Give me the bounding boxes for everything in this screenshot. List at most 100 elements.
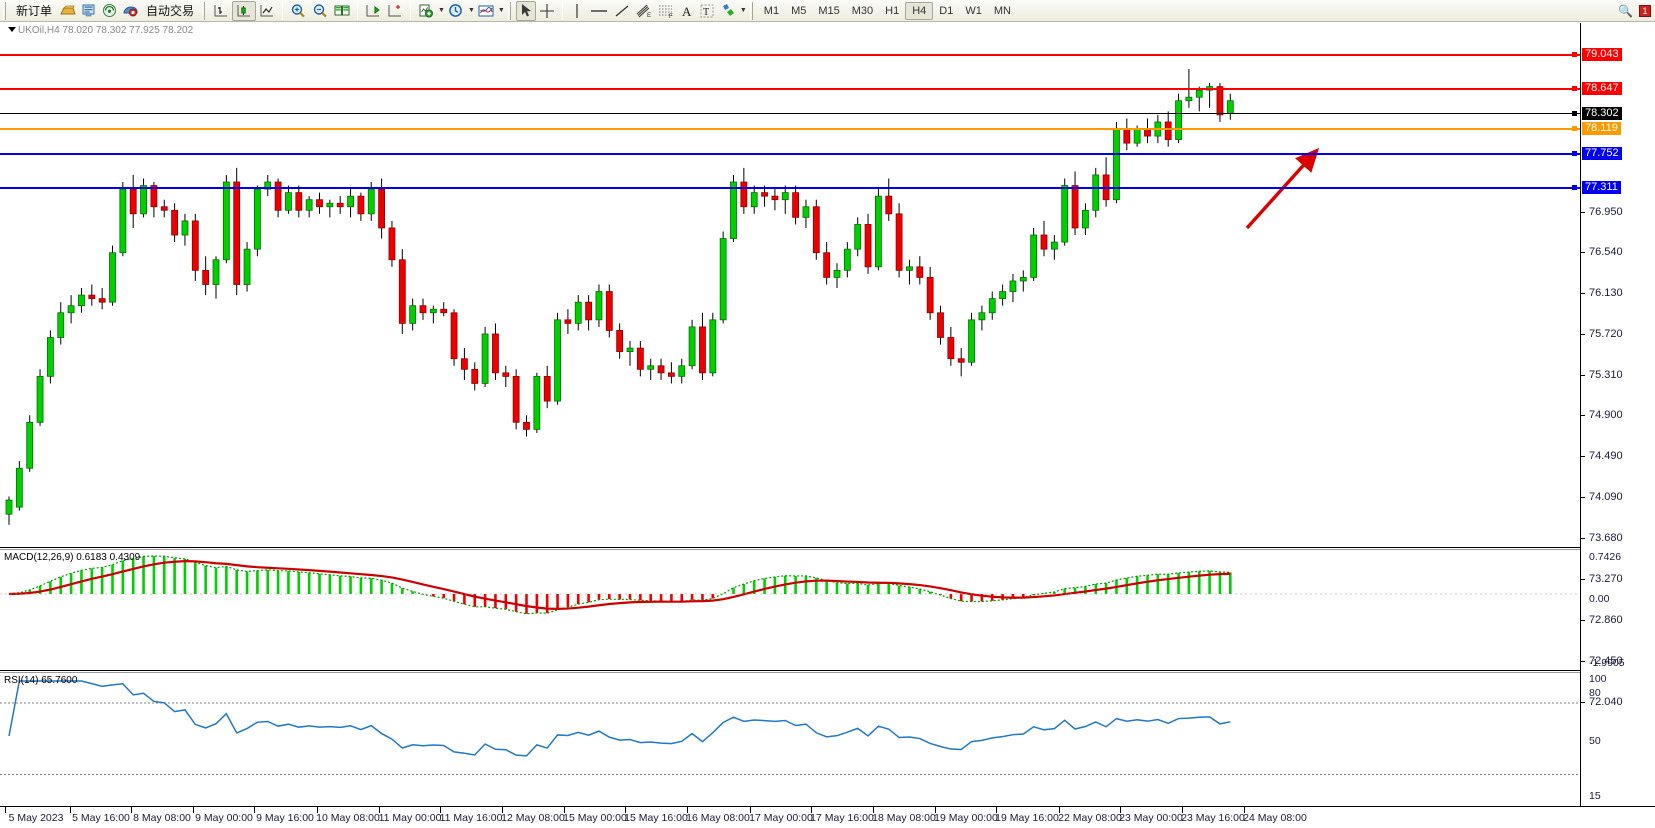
templates-icon[interactable]	[475, 1, 497, 21]
time-separator	[440, 807, 441, 813]
price-tick: 74.900	[1581, 409, 1655, 421]
price-level-line-78.647[interactable]	[0, 88, 1580, 90]
auto-trading-icon[interactable]	[120, 1, 141, 21]
tile-windows-icon[interactable]	[331, 1, 353, 21]
price-scale[interactable]: 76.950 76.540 76.130 75.720 75.310 74.900 74.4…	[1580, 23, 1655, 806]
price-tick: 75.310	[1581, 369, 1655, 381]
macd-scale-tick: 0.7426	[1589, 551, 1622, 563]
time-label: 11 May 16:00	[439, 812, 503, 824]
equidistant-channel-icon[interactable]: E	[633, 1, 655, 21]
text-label-icon[interactable]: T	[697, 1, 717, 21]
price-level-tag-77.311[interactable]: 77.311	[1582, 181, 1621, 194]
notification-badge[interactable]: 1	[1639, 4, 1651, 17]
terminal-icon[interactable]	[78, 1, 99, 21]
timeframe-m30[interactable]: M30	[851, 4, 874, 17]
timeframe-h1[interactable]: H1	[885, 4, 900, 17]
templates-dropdown-icon[interactable]: ▼	[497, 7, 505, 14]
time-label: 8 May 08:00	[133, 812, 191, 824]
timeframe-mn[interactable]: MN	[993, 4, 1011, 17]
price-tick: 75.720	[1581, 328, 1655, 340]
data-window-icon[interactable]	[362, 1, 384, 21]
bar-chart-icon[interactable]	[210, 1, 232, 21]
zoom-in-icon[interactable]	[287, 1, 309, 21]
period-dropdown-icon[interactable]: ▼	[467, 7, 475, 14]
rsi-scale-tick: 15	[1589, 790, 1601, 802]
horizontal-line-icon[interactable]	[587, 1, 611, 21]
time-label: 11 May 00:00	[378, 812, 442, 824]
cursor-icon[interactable]	[515, 0, 536, 21]
search-icon[interactable]: 🔍	[1618, 3, 1633, 18]
toolbar-grip-3[interactable]	[507, 1, 513, 20]
toolbar-grip-2[interactable]	[202, 1, 208, 20]
timeframe-d1[interactable]: D1	[939, 4, 954, 17]
macd-pane[interactable]: MACD(12,26,9) 0.6183 0.4309	[0, 550, 1580, 670]
timeframe-m5[interactable]: M5	[791, 4, 807, 17]
chart-plot-area[interactable]: UKOil,H4 78.020 78.302 77.925 78.202 MAC…	[0, 23, 1580, 806]
time-separator	[811, 807, 812, 813]
pane-divider-2	[0, 670, 1580, 671]
rsi-pane[interactable]: RSI(14) 65.7600	[0, 673, 1580, 801]
chart-window: UKOil,H4 78.020 78.302 77.925 78.202 MAC…	[0, 22, 1655, 828]
vertical-line-icon[interactable]	[567, 1, 587, 21]
time-label: 10 May 08:00	[316, 812, 380, 824]
price-level-line-77.752[interactable]	[0, 153, 1580, 155]
candlestick-chart-icon[interactable]	[232, 0, 257, 21]
trendline-icon[interactable]	[611, 1, 633, 21]
timeframe-w1[interactable]: W1	[965, 4, 982, 17]
pane-divider-2b	[0, 672, 1580, 673]
time-label: 19 May 16:00	[995, 812, 1059, 824]
toolbar-separator-4	[561, 1, 563, 20]
shapes-dropdown-icon[interactable]: ▼	[739, 7, 747, 14]
price-level-line-77.311[interactable]	[0, 187, 1580, 189]
price-tick: 72.450	[1581, 655, 1655, 667]
auto-trading-button[interactable]: 自动交易	[141, 1, 199, 21]
time-separator	[131, 807, 132, 813]
text-icon[interactable]: A	[677, 1, 697, 21]
price-level-lines	[0, 23, 1580, 546]
shapes-icon[interactable]	[717, 1, 739, 21]
timeframe-m1[interactable]: M1	[763, 4, 780, 17]
gold-bar-icon[interactable]	[57, 1, 78, 21]
line-chart-icon[interactable]	[256, 1, 278, 21]
price-tick: 73.270	[1581, 573, 1655, 585]
time-label: 18 May 08:00	[872, 812, 936, 824]
price-level-line-78.302[interactable]	[0, 113, 1580, 114]
price-level-tag-78.119[interactable]: 78.119	[1582, 122, 1621, 135]
signals-icon[interactable]	[99, 1, 120, 21]
time-label: 24 May 08:00	[1243, 812, 1307, 824]
price-level-line-79.043[interactable]	[0, 54, 1580, 56]
indicator-icon[interactable]	[384, 1, 406, 21]
toolbar-grip[interactable]	[3, 1, 8, 20]
rsi-scale: 100 80 50 15	[1581, 673, 1655, 802]
fibonacci-icon[interactable]: F	[655, 1, 677, 21]
price-level-tag-78.302[interactable]: 78.302	[1582, 107, 1622, 120]
price-level-line-78.119[interactable]	[0, 128, 1580, 130]
time-separator	[70, 807, 71, 813]
time-separator	[564, 807, 565, 813]
toolbar-grip-4[interactable]	[749, 1, 755, 20]
timeframe-m15[interactable]: M15	[818, 4, 840, 17]
time-separator	[193, 807, 194, 813]
new-order-button[interactable]: 新订单	[11, 1, 57, 21]
crosshair-icon[interactable]	[536, 1, 558, 21]
pane-divider-1b	[0, 549, 1580, 550]
price-level-tag-79.043[interactable]: 79.043	[1582, 48, 1622, 61]
time-label: 9 May 00:00	[195, 812, 253, 824]
new-chart-icon[interactable]	[415, 1, 437, 21]
time-label: 5 May 16:00	[72, 812, 130, 824]
price-level-tag-78.647[interactable]: 78.647	[1582, 82, 1622, 95]
time-separator	[935, 807, 936, 813]
timeframe-h4[interactable]: H4	[905, 1, 934, 20]
price-pane[interactable]: UKOil,H4 78.020 78.302 77.925 78.202	[0, 23, 1580, 546]
chart-collapse-arrow-icon[interactable]	[8, 27, 16, 32]
time-separator	[1244, 807, 1245, 813]
time-label: 17 May 00:00	[749, 812, 813, 824]
zoom-out-icon[interactable]	[309, 1, 331, 21]
price-level-tag-77.752[interactable]: 77.752	[1582, 147, 1622, 160]
time-scale[interactable]: 5 May 2023 5 May 16:00 8 May 08:00 9 May 00…	[0, 806, 1655, 828]
new-chart-dropdown-icon[interactable]: ▼	[438, 7, 445, 14]
period-clock-icon[interactable]	[445, 1, 467, 21]
rsi-scale-tick: 100	[1589, 673, 1607, 685]
time-separator	[1120, 807, 1121, 813]
svg-text:A: A	[682, 4, 692, 19]
